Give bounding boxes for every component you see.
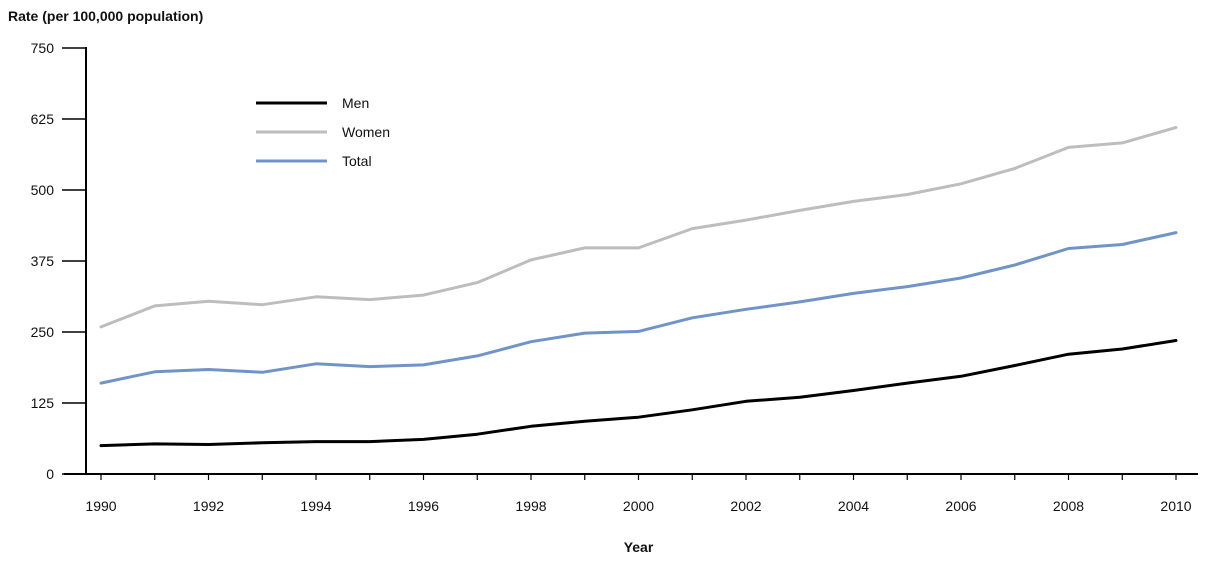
y-tick-label: 250 [31, 324, 55, 340]
series-line-total [99, 231, 1178, 385]
x-tick-label: 1992 [193, 498, 224, 514]
y-tick-label: 750 [31, 40, 55, 56]
x-tick-label: 2000 [623, 498, 654, 514]
y-tick-label: 625 [31, 111, 55, 127]
x-tick-label: 1998 [515, 498, 546, 514]
y-axis-title: Rate (per 100,000 population) [8, 8, 204, 24]
legend-label-total: Total [342, 153, 372, 169]
legend-label-women: Women [342, 124, 390, 140]
x-axis-title: Year [624, 539, 654, 555]
y-tick-label: 0 [46, 466, 54, 482]
legend-label-men: Men [342, 95, 369, 111]
x-tick-label: 2008 [1053, 498, 1084, 514]
y-tick-label: 125 [31, 395, 55, 411]
x-tick-label: 2010 [1160, 498, 1191, 514]
y-tick-label: 375 [31, 253, 55, 269]
x-tick-label: 2006 [945, 498, 976, 514]
y-tick-label: 500 [31, 182, 55, 198]
series-line-women [99, 126, 1178, 329]
x-tick-label: 1994 [300, 498, 331, 514]
x-tick-label: 1996 [408, 498, 439, 514]
series-line-men [99, 339, 1178, 448]
x-tick-label: 2004 [838, 498, 869, 514]
x-tick-label: 2002 [730, 498, 761, 514]
x-tick-label: 1990 [85, 498, 116, 514]
